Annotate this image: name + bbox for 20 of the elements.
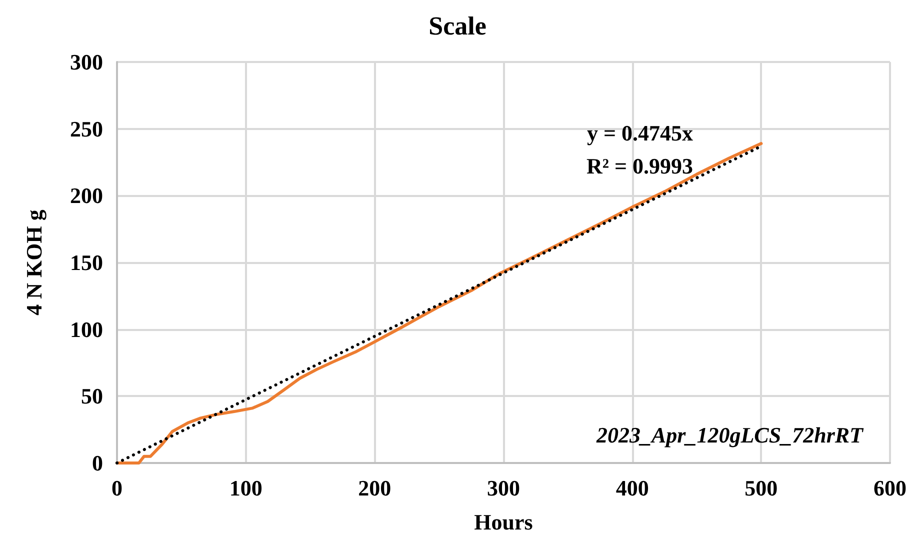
y-tick-label: 150 [70,250,103,275]
annotation: R² = 0.9993 [586,154,694,178]
y-axis-title: 4 N KOH g [22,210,46,316]
x-tick-label: 400 [616,476,649,500]
x-tick-label: 100 [229,476,262,500]
y-tick-label: 100 [70,316,103,342]
x-tick-label: 600 [874,476,906,500]
x-axis-title: Hours [474,510,534,534]
x-tick-label: 500 [744,476,778,500]
y-tick-label: 300 [70,50,103,74]
x-tick-label: 0 [112,476,122,500]
y-tick-label: 200 [70,183,103,208]
annotation: 2023_Apr_120gLCS_72hrRT [596,422,865,448]
annotation: y = 0.4745x [586,120,694,146]
y-tick-label: 0 [92,450,103,476]
x-tick-label: 200 [358,476,392,500]
x-tick-label: 300 [487,476,520,500]
y-tick-label: 50 [81,384,103,409]
chart-title: Scale [428,12,486,40]
y-tick-label: 250 [70,116,103,142]
